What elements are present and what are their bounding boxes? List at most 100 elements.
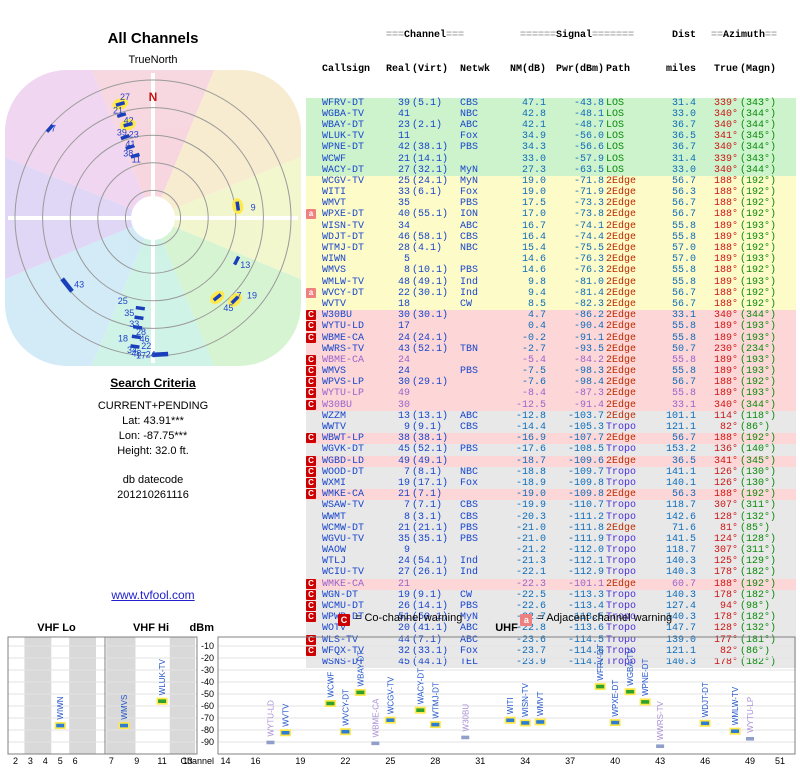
cell-callsign[interactable]: WMVT — [322, 198, 347, 210]
cell-callsign[interactable]: WMVS — [322, 366, 347, 378]
channel-tick-label: 28 — [430, 756, 440, 766]
cell-callsign[interactable]: WIWN — [322, 254, 347, 266]
cell-callsign[interactable]: WGBD-LD — [322, 455, 365, 467]
cell-channel-virtual — [412, 400, 458, 411]
cell-callsign[interactable]: WVTV — [322, 298, 347, 310]
cell-callsign[interactable]: WZZM — [322, 410, 347, 422]
warning-marker-cell: C — [306, 399, 320, 411]
cell-callsign[interactable]: WPXE-DT — [322, 209, 365, 221]
cell-noise-margin: 34.3 — [521, 142, 546, 154]
cell-callsign[interactable]: WLUK-TV — [322, 131, 365, 143]
radar-station-marker — [135, 305, 146, 311]
cell-azimuth-true: 94° — [719, 601, 738, 613]
cell-network: PBS — [460, 198, 479, 210]
cell-callsign[interactable]: WFQX-TV — [322, 645, 365, 657]
cell-callsign[interactable]: WMLW-TV — [322, 276, 365, 288]
cell-channel-real: 7 — [403, 466, 410, 478]
table-row: C WYTU-LD 17 0.4 -90.4 2Edge 55.8 189° (… — [306, 321, 796, 333]
station-callsign-label: WACY-DT — [416, 668, 425, 704]
cell-callsign[interactable]: WGN-DT — [322, 589, 359, 601]
cell-callsign[interactable]: WCWF — [322, 153, 347, 165]
cell-callsign[interactable]: W30BU — [322, 310, 353, 322]
cell-callsign[interactable]: WACY-DT — [322, 164, 365, 176]
cell-callsign[interactable]: WBWT-LP — [322, 433, 365, 445]
cell-callsign[interactable]: WWRS-TV — [322, 343, 365, 355]
cell-noise-margin: -21.2 — [515, 545, 546, 557]
cell-callsign[interactable]: WWTV — [322, 422, 347, 434]
cell-callsign[interactable]: WISN-TV — [322, 220, 365, 232]
cell-callsign[interactable]: WGBA-TV — [322, 108, 365, 120]
cell-callsign[interactable]: WGVK-DT — [322, 444, 365, 456]
table-row: WACY-DT 27 (32.1) MyN 27.3 -63.5 LOS 33.… — [306, 164, 796, 176]
cell-channel-real: 35 — [397, 533, 410, 545]
cell-callsign[interactable]: WBME-CA — [322, 354, 365, 366]
cell-callsign[interactable]: WSNS-DT — [322, 656, 365, 668]
cell-distance: 56.7 — [671, 287, 696, 299]
table-header-columns: Callsign Real (Virt) Netwk NM(dB) Pwr(dB… — [306, 64, 796, 75]
cell-callsign[interactable]: WBAY-DT — [322, 119, 365, 131]
co-channel-warning-badge: C — [306, 321, 316, 332]
cell-callsign[interactable]: WOOD-DT — [322, 466, 365, 478]
channel-tick-label: 25 — [385, 756, 395, 766]
tvfool-link[interactable]: www.tvfool.com — [111, 588, 195, 602]
radar-channel-label: 42 — [124, 115, 134, 125]
cell-callsign[interactable]: WPVS-LP — [322, 377, 365, 389]
cell-callsign[interactable]: WMKE-CA — [322, 489, 365, 501]
cell-path: 2Edge — [606, 209, 637, 221]
cell-channel-virtual: (17.1) — [412, 477, 449, 489]
channel-tick-label: 6 — [73, 756, 78, 766]
cell-callsign[interactable]: WITI — [322, 187, 347, 199]
dist-group-header: Dist — [671, 30, 696, 42]
cell-callsign[interactable]: WLS-TV — [322, 634, 359, 646]
cell-callsign[interactable]: WYTU-LD — [322, 321, 365, 333]
cell-noise-margin: -17.6 — [515, 444, 546, 456]
station-callsign-label: WIWN — [56, 696, 65, 719]
cell-channel-virtual: (13.1) — [412, 410, 449, 422]
cell-noise-margin: 9.8 — [527, 276, 546, 288]
cell-callsign[interactable]: WBME-CA — [322, 332, 365, 344]
cell-callsign[interactable]: WDJT-DT — [322, 231, 365, 243]
cell-azimuth-magnetic: (193°) — [740, 332, 777, 344]
cell-channel-real: 33 — [397, 187, 410, 199]
cell-path: 2Edge — [606, 287, 637, 299]
cell-channel-virtual — [412, 355, 458, 366]
cell-power: -43.8 — [573, 97, 604, 109]
cell-network — [460, 254, 500, 265]
cell-callsign[interactable]: WCGV-TV — [322, 175, 365, 187]
warning-marker-cell: C — [306, 466, 320, 478]
cell-callsign[interactable]: WMKE-CA — [322, 578, 365, 590]
warning-marker-cell — [306, 254, 320, 265]
warning-marker-cell — [306, 154, 320, 165]
station-callsign-label: WMLW-TV — [731, 686, 740, 725]
table-row: C WLS-TV 44 (7.1) ABC -23.6 -114.5 Tropo… — [306, 634, 796, 646]
cell-callsign[interactable]: WCMW-DT — [322, 522, 365, 534]
cell-callsign[interactable]: WTLJ — [322, 556, 347, 568]
cell-callsign[interactable]: W30BU — [322, 399, 353, 411]
cell-callsign[interactable]: WAOW — [322, 545, 347, 557]
table-row: WGBA-TV 41 NBC 42.8 -48.1 LOS 33.0 340° … — [306, 108, 796, 120]
cell-callsign[interactable]: WVCY-DT — [322, 287, 365, 299]
cell-callsign[interactable]: WYTU-LP — [322, 388, 365, 400]
cell-callsign[interactable]: WMVS — [322, 265, 347, 277]
cell-callsign[interactable]: WPNE-DT — [322, 142, 365, 154]
cell-callsign[interactable]: WFRV-DT — [322, 97, 365, 109]
cell-channel-real: 49 — [397, 388, 410, 400]
cell-power: -103.7 — [567, 410, 604, 422]
cell-callsign[interactable]: WOTV — [322, 623, 347, 635]
radar-channel-label: 48 — [131, 349, 141, 359]
cell-power: -76.3 — [573, 254, 604, 266]
cell-azimuth-true: 189° — [713, 388, 738, 400]
cell-callsign[interactable]: WSAW-TV — [322, 500, 365, 512]
cell-callsign[interactable]: WCIU-TV — [322, 567, 365, 579]
cell-callsign[interactable]: WWMT — [322, 511, 347, 523]
cell-channel-real: 24 — [397, 332, 410, 344]
station-callsign-label: WBAY-DT — [356, 651, 365, 687]
cell-path: 2Edge — [606, 343, 637, 355]
cell-path: Tropo — [606, 601, 637, 613]
cell-callsign[interactable]: WTMJ-DT — [322, 243, 365, 255]
cell-callsign[interactable]: WXMI — [322, 477, 347, 489]
warning-marker-cell: C — [306, 589, 320, 601]
cell-callsign[interactable]: WCMU-DT — [322, 601, 365, 613]
co-channel-warning-badge: C — [306, 612, 316, 623]
cell-callsign[interactable]: WGVU-TV — [322, 533, 365, 545]
